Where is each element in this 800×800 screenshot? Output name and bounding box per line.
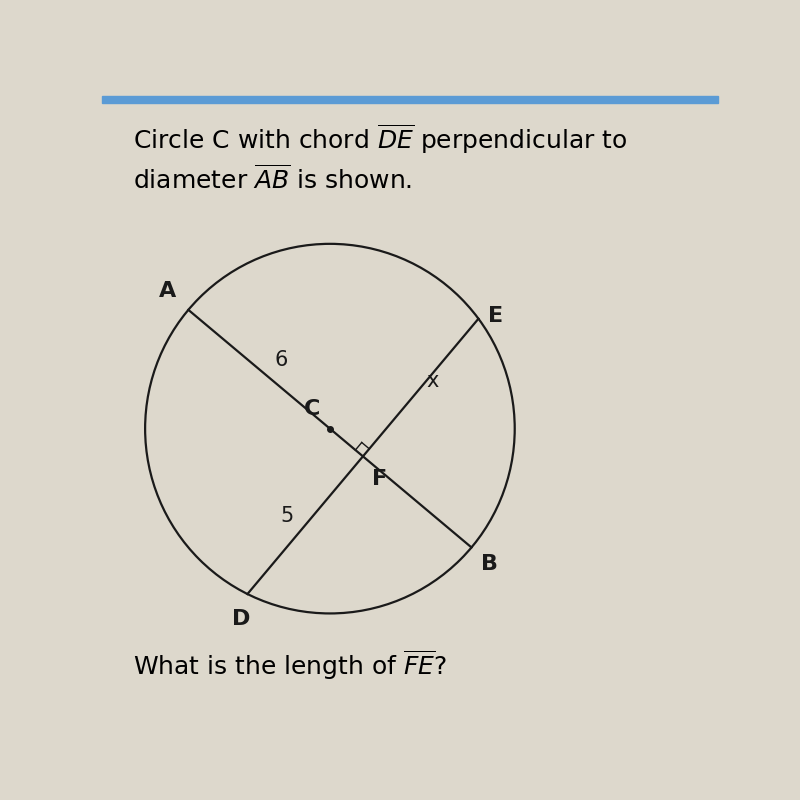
Text: x: x xyxy=(427,371,439,391)
Text: 6: 6 xyxy=(274,350,287,370)
Text: E: E xyxy=(488,306,503,326)
Text: C: C xyxy=(304,399,321,419)
Text: 5: 5 xyxy=(280,506,294,526)
Text: A: A xyxy=(158,281,176,301)
Text: diameter $\overline{AB}$ is shown.: diameter $\overline{AB}$ is shown. xyxy=(133,165,412,194)
Text: B: B xyxy=(481,554,498,574)
Bar xyxy=(102,96,718,103)
Text: What is the length of $\overline{FE}$?: What is the length of $\overline{FE}$? xyxy=(133,650,446,682)
Text: D: D xyxy=(232,610,250,630)
Text: Circle C with chord $\overline{DE}$ perpendicular to: Circle C with chord $\overline{DE}$ perp… xyxy=(133,122,627,156)
Text: F: F xyxy=(372,469,387,489)
